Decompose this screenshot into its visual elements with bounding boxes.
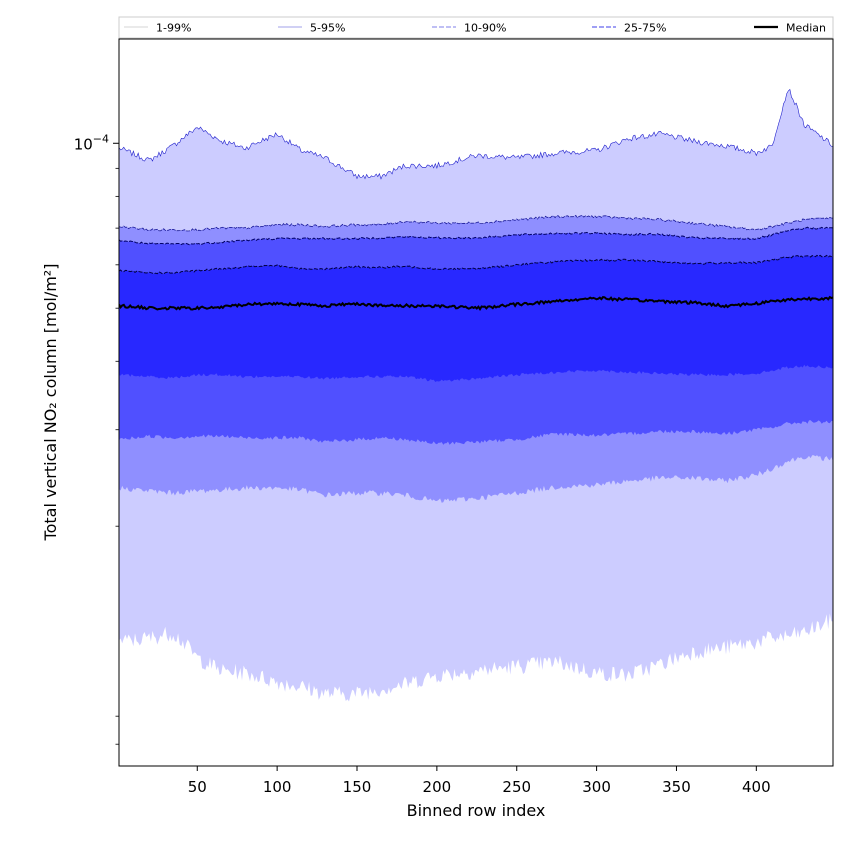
percentile-bands	[119, 89, 833, 702]
legend-label-5-95pct: 5-95%	[310, 22, 345, 35]
legend-label-25-75pct: 25-75%	[624, 22, 666, 35]
x-axis-title: Binned row index	[407, 801, 546, 820]
band-upper-line-5-95pct	[119, 214, 833, 232]
band-upper-line-1-99pct	[119, 88, 833, 180]
x-tick-label-350: 350	[662, 778, 691, 796]
x-tick-label-300: 300	[582, 778, 611, 796]
x-tick-label-100: 100	[263, 778, 292, 796]
median-line	[119, 295, 833, 311]
median-series	[119, 295, 833, 311]
legend-label-10-90pct: 10-90%	[464, 22, 506, 35]
x-axis: 50 100 150 200 250 300 350 400	[188, 766, 771, 796]
x-tick-label-150: 150	[343, 778, 372, 796]
band-25-75pct	[119, 255, 833, 382]
x-tick-label-50: 50	[188, 778, 207, 796]
y-axis: 10−4	[74, 132, 119, 745]
legend: 1-99% 5-95% 10-90% 25-75% Median	[118, 16, 834, 39]
legend-label-1-99pct: 1-99%	[156, 22, 191, 35]
band-upper-line-25-75pct	[119, 254, 833, 275]
percentile-boundary-lines	[119, 88, 833, 275]
x-tick-label-250: 250	[502, 778, 531, 796]
plot-frame	[118, 38, 834, 767]
band-upper-line-10-90pct	[119, 226, 833, 246]
legend-label-Median: Median	[786, 22, 826, 35]
legend-box	[118, 16, 834, 39]
x-tick-label-400: 400	[742, 778, 771, 796]
x-tick-label-200: 200	[423, 778, 452, 796]
y-tick-label: 10−4	[74, 132, 109, 153]
y-axis-title: Total vertical NO₂ column [mol/m²]	[41, 264, 60, 542]
